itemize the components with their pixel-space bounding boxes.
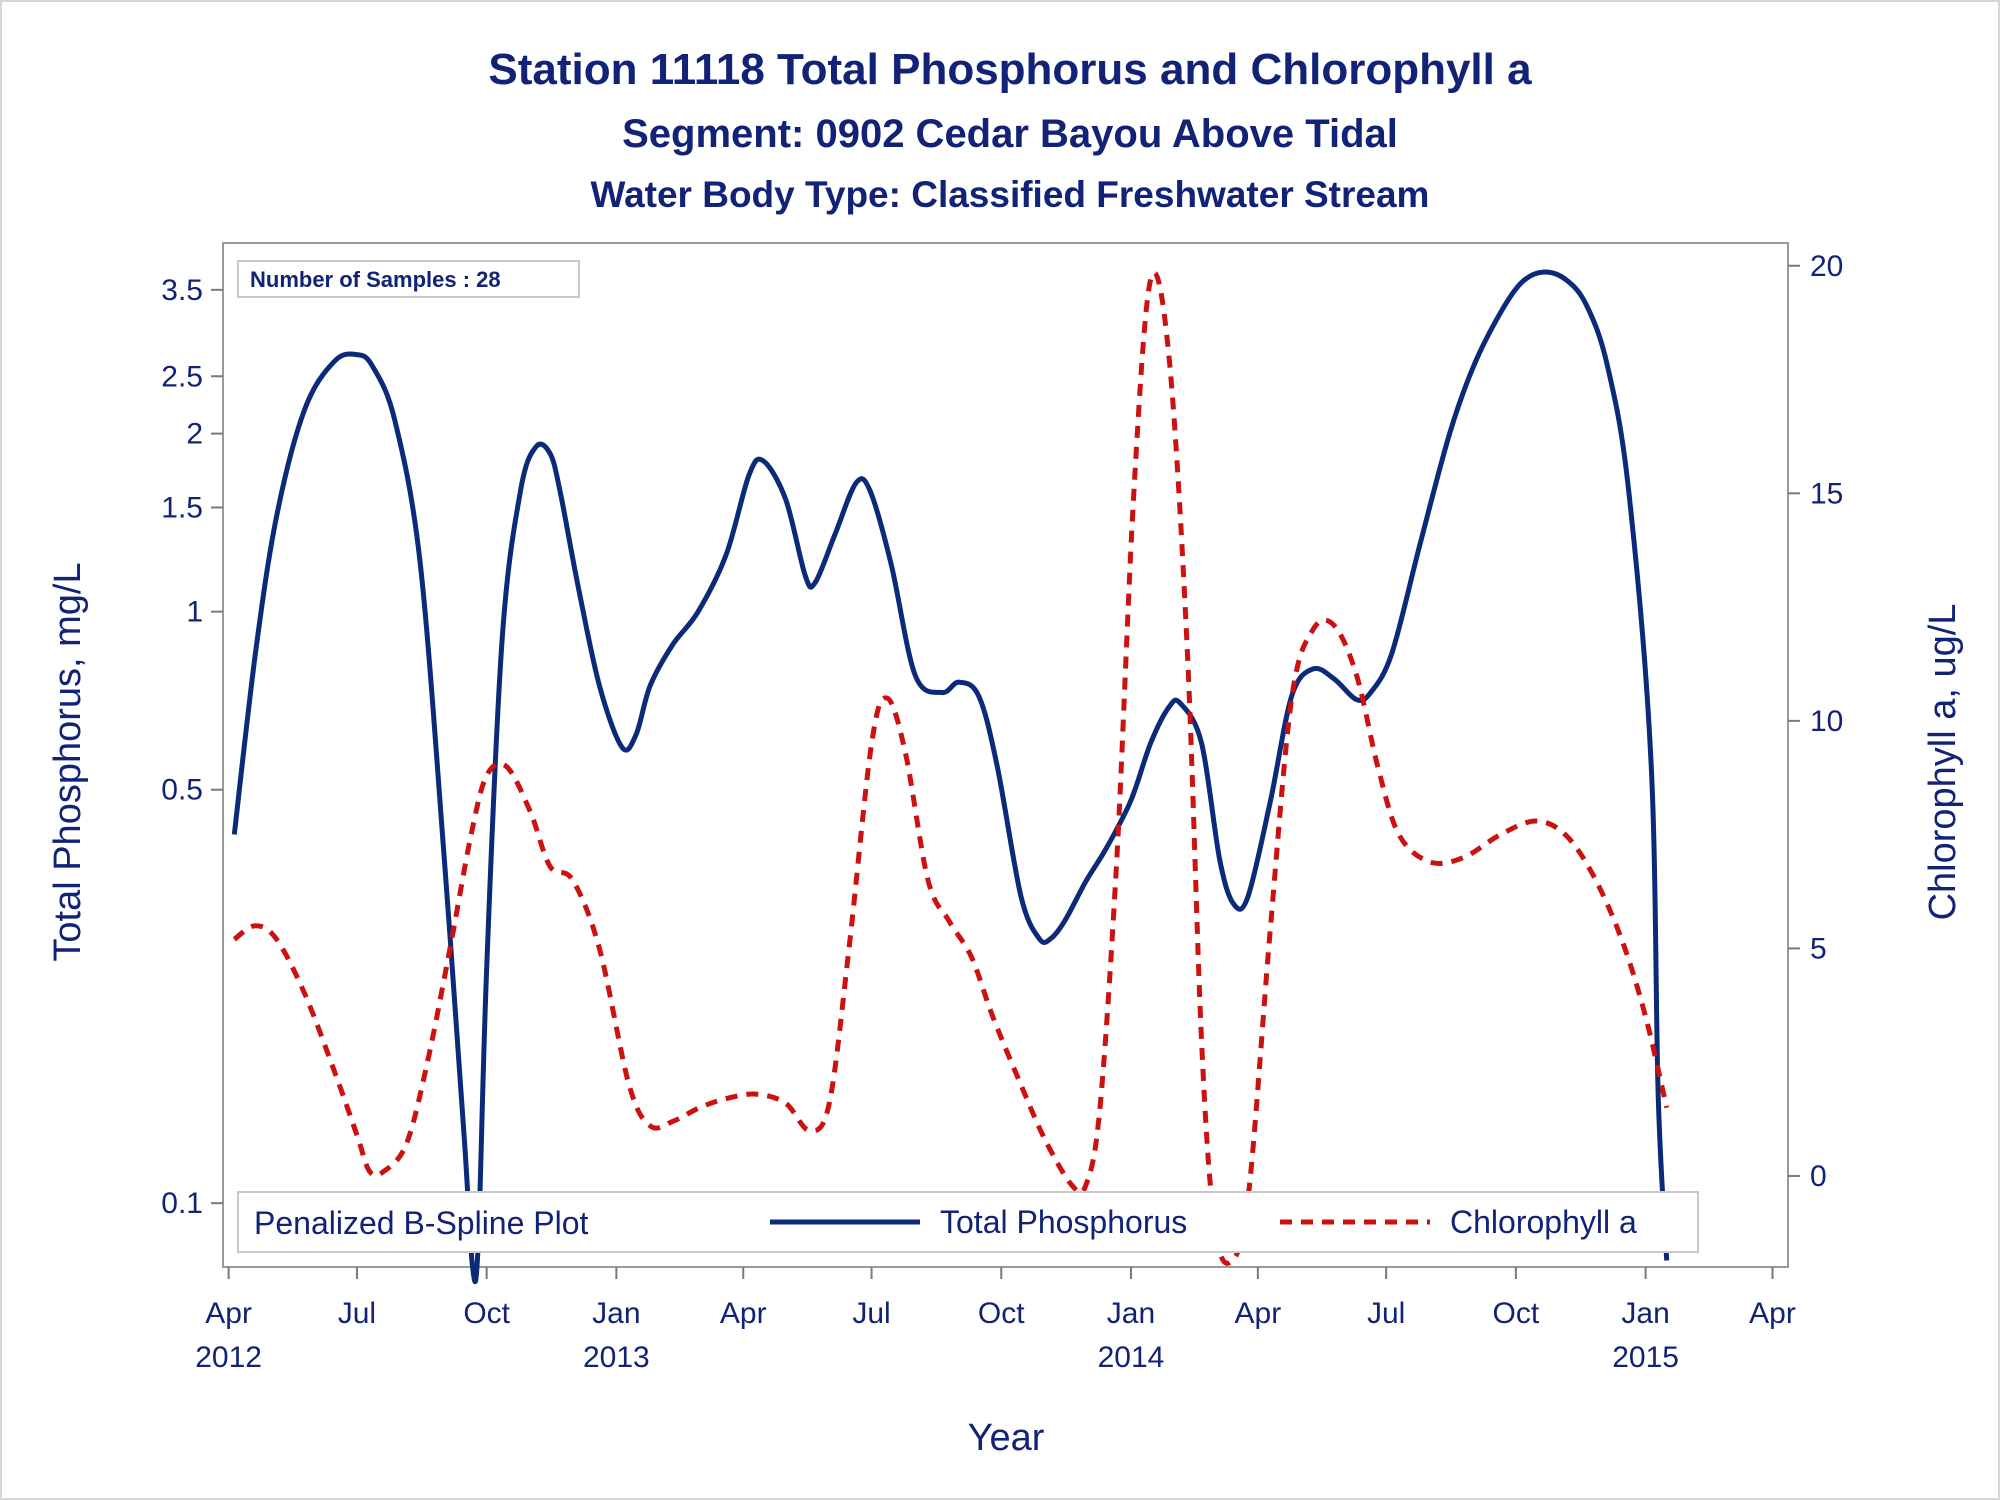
sample-count-label: Number of Samples : 28 — [250, 267, 501, 292]
y-right-tick-label: 5 — [1810, 932, 1827, 965]
x-axis: Apr 2012 Jul Oct Jan 2013 Apr Jul Oct Jan 2014 Apr J… — [195, 1267, 1796, 1374]
x-tick-label-month: Apr — [720, 1297, 767, 1330]
x-tick-label-month: Jul — [1367, 1297, 1405, 1330]
y-axis-left: 0.1 0.5 1 1.5 2 2.5 3.5 — [161, 274, 223, 1220]
x-tick-label-month: Jan — [1107, 1297, 1155, 1330]
x-tick-label-year: 2013 — [583, 1341, 650, 1374]
plot-area-frame — [222, 242, 1789, 1268]
x-tick-label-year: 2015 — [1612, 1341, 1679, 1374]
y-left-tick-label: 0.1 — [161, 1187, 203, 1220]
chart-subtitle-waterbody: Water Body Type: Classified Freshwater S… — [591, 174, 1430, 215]
x-tick-label-year: 2012 — [195, 1341, 262, 1374]
x-tick-label-month: Apr — [1235, 1297, 1282, 1330]
y-right-tick-label: 15 — [1810, 477, 1843, 510]
x-tick-label-month: Apr — [205, 1297, 252, 1330]
sample-count-box — [237, 260, 580, 298]
legend-box — [237, 1191, 1699, 1253]
legend-label-chlorophyll-a: Chlorophyll a — [1450, 1204, 1637, 1240]
x-tick-label-month: Apr — [1749, 1297, 1796, 1330]
legend-title: Penalized B-Spline Plot — [254, 1205, 589, 1241]
x-tick-label-month: Oct — [978, 1297, 1025, 1330]
x-tick-label-month: Oct — [1493, 1297, 1540, 1330]
y-left-tick-label: 0.5 — [161, 774, 203, 807]
x-tick-label-month: Jan — [592, 1297, 640, 1330]
y-right-tick-label: 10 — [1810, 705, 1843, 738]
chart-title: Station 11118 Total Phosphorus and Chlor… — [488, 45, 1532, 94]
x-tick-label-month: Jul — [852, 1297, 890, 1330]
y-right-tick-label: 20 — [1810, 250, 1843, 283]
x-tick-label-month: Jul — [338, 1297, 376, 1330]
x-tick-label-year: 2014 — [1098, 1341, 1165, 1374]
y-left-tick-label: 1 — [186, 596, 203, 629]
x-tick-label-month: Oct — [463, 1297, 510, 1330]
y-left-tick-label: 2.5 — [161, 360, 203, 393]
y-left-tick-label: 2 — [186, 418, 203, 451]
x-tick-label-month: Jan — [1621, 1297, 1669, 1330]
y-axis-left-title: Total Phosphorus, mg/L — [47, 562, 89, 961]
chart-subtitle-segment: Segment: 0902 Cedar Bayou Above Tidal — [622, 112, 1398, 156]
x-axis-title: Year — [968, 1417, 1045, 1459]
y-axis-right-title: Chlorophyll a, ug/L — [1922, 604, 1964, 921]
legend-label-total-phosphorus: Total Phosphorus — [940, 1204, 1187, 1240]
series-layer — [231, 269, 1670, 1285]
y-axis-right: 0 5 10 15 20 — [1788, 250, 1843, 1193]
series-line-chlorophyll-a — [232, 270, 1670, 1266]
y-left-tick-label: 1.5 — [161, 491, 203, 524]
y-left-tick-label: 3.5 — [161, 274, 203, 307]
series-line-total-phosphorus — [231, 269, 1670, 1285]
y-right-tick-label: 0 — [1810, 1160, 1827, 1193]
